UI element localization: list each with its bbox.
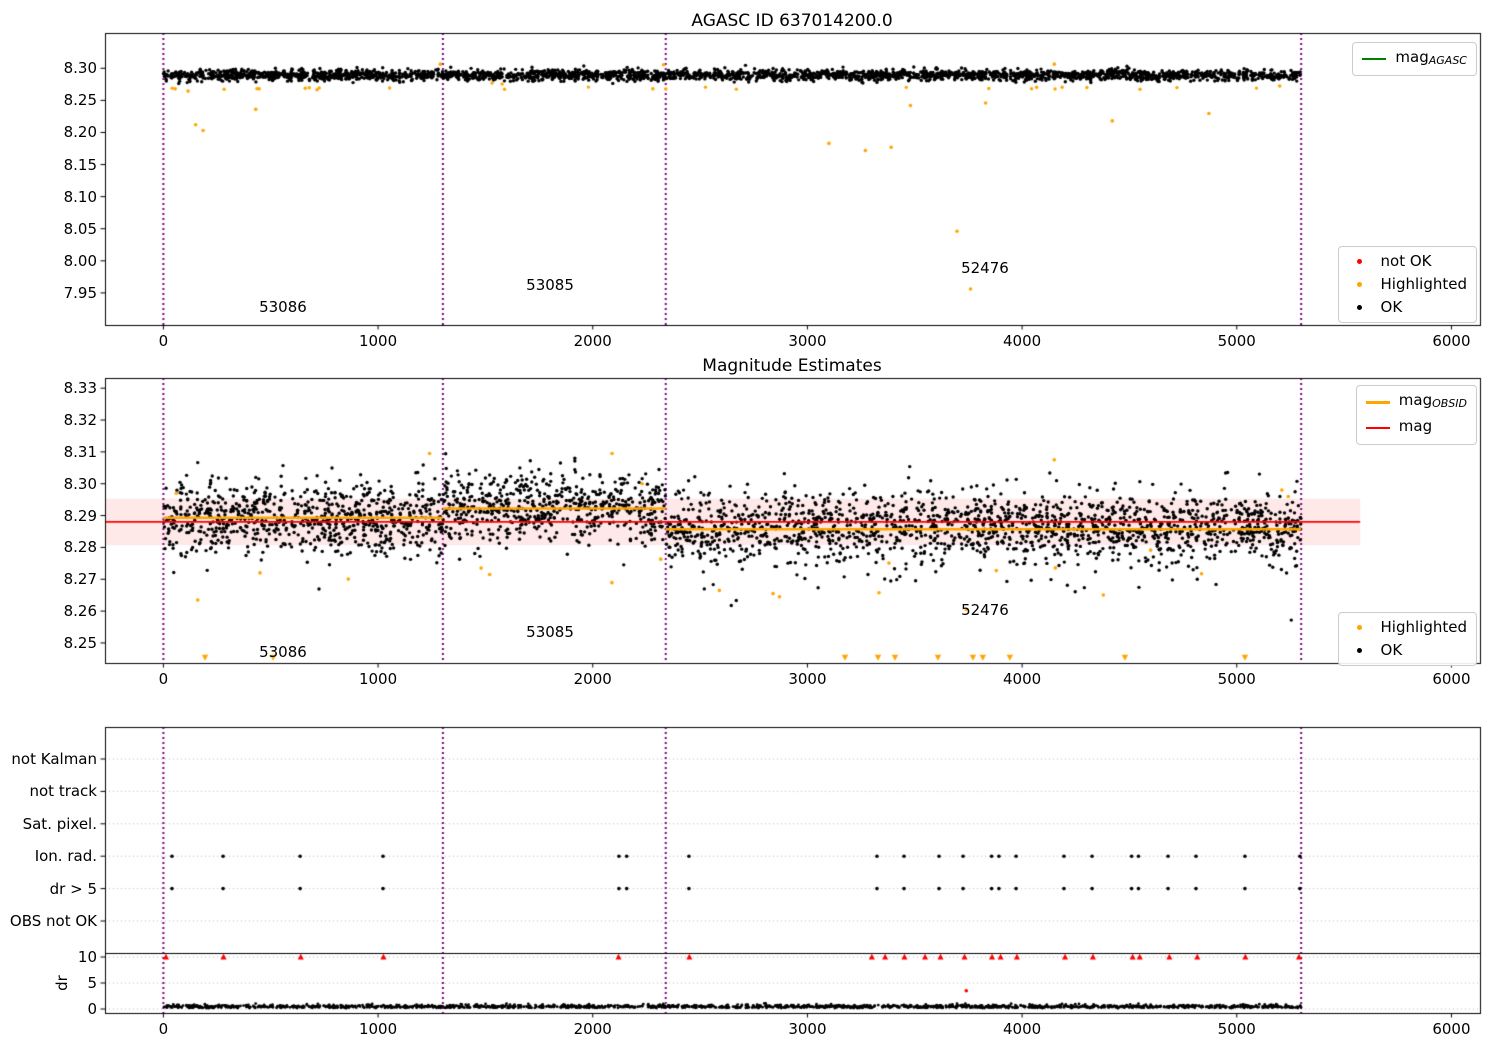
x-tick-label: 3000 bbox=[788, 1020, 827, 1038]
legend-label: magAGASC bbox=[1395, 48, 1467, 67]
x-tick-label: 4000 bbox=[1003, 332, 1042, 350]
y-tick-label: 8.26 bbox=[63, 602, 97, 621]
x-tick-label: 3000 bbox=[788, 332, 827, 350]
x-tick-label: 0 bbox=[158, 1020, 169, 1038]
y-tick-label: 8.29 bbox=[63, 506, 97, 525]
y-tick-label: 8.33 bbox=[63, 379, 97, 398]
legend-point-classes-middle: Highlighted OK bbox=[1337, 612, 1477, 666]
y-tick-label: 8.31 bbox=[63, 442, 97, 461]
dr-tick-label: 5 bbox=[87, 974, 97, 992]
x-tick-label: 3000 bbox=[788, 670, 827, 688]
x-tick-label: 6000 bbox=[1432, 332, 1471, 350]
dr-axis-label: dr bbox=[53, 975, 71, 991]
x-tick-label: 1000 bbox=[358, 670, 398, 688]
y-tick-label: 8.30 bbox=[63, 59, 97, 78]
middle-plot-title: Magnitude Estimates bbox=[702, 356, 882, 376]
legend-item-highlighted: Highlighted bbox=[1348, 618, 1467, 637]
orange-dot-icon bbox=[1348, 282, 1372, 287]
x-tick-label: 2000 bbox=[573, 670, 612, 688]
y-tick-label: 8.32 bbox=[63, 411, 97, 430]
red-line-icon bbox=[1365, 427, 1390, 429]
legend-mag-agasc: magAGASC bbox=[1352, 42, 1477, 76]
x-tick-label: 1000 bbox=[358, 1020, 398, 1038]
y-tick-label: 8.25 bbox=[63, 91, 97, 110]
dr-tick-label: 0 bbox=[87, 1000, 97, 1018]
flag-row-label: Ion. rad. bbox=[34, 847, 97, 866]
legend-item-ok: OK bbox=[1348, 641, 1467, 660]
x-tick-label: 5000 bbox=[1217, 332, 1256, 350]
red-dot-icon bbox=[1348, 259, 1372, 264]
black-dot-icon bbox=[1348, 305, 1372, 310]
legend-label: OK bbox=[1380, 298, 1403, 316]
x-tick-label: 4000 bbox=[1003, 670, 1042, 688]
legend-label: Highlighted bbox=[1380, 275, 1467, 293]
legend-label: magOBSID bbox=[1398, 391, 1467, 410]
obsid-annotation: 52476 bbox=[961, 258, 1009, 277]
obsid-annotation: 53086 bbox=[259, 642, 307, 661]
x-tick-label: 0 bbox=[158, 332, 169, 350]
black-dot-icon bbox=[1348, 648, 1372, 653]
legend-item-mag-obsid: magOBSID bbox=[1365, 391, 1467, 413]
legend-label: not OK bbox=[1380, 252, 1432, 270]
y-tick-label: 7.95 bbox=[63, 283, 97, 302]
y-tick-label: 8.20 bbox=[63, 123, 97, 142]
x-tick-label: 2000 bbox=[573, 332, 612, 350]
x-tick-label: 5000 bbox=[1217, 670, 1256, 688]
legend-item-highlighted: Highlighted bbox=[1348, 275, 1467, 294]
legend-item-mag-agasc: magAGASC bbox=[1362, 48, 1467, 70]
flag-row-label: OBS not OK bbox=[9, 912, 97, 930]
x-tick-label: 1000 bbox=[358, 332, 398, 350]
orange-dot-icon bbox=[1348, 625, 1372, 630]
legend-label: OK bbox=[1380, 641, 1403, 659]
y-tick-label: 8.30 bbox=[63, 474, 97, 493]
y-tick-label: 8.27 bbox=[63, 570, 97, 589]
x-tick-label: 6000 bbox=[1432, 1020, 1471, 1038]
y-tick-label: 8.05 bbox=[63, 219, 97, 238]
x-tick-label: 4000 bbox=[1003, 1020, 1042, 1038]
legend-point-classes: not OK Highlighted OK bbox=[1337, 246, 1477, 323]
obsid-annotation: 53085 bbox=[526, 623, 574, 642]
y-tick-label: 8.00 bbox=[63, 251, 97, 270]
y-tick-label: 8.25 bbox=[63, 633, 97, 652]
dr-tick-label: 10 bbox=[77, 948, 97, 966]
legend-label: Highlighted bbox=[1380, 618, 1467, 636]
legend-item-ok: OK bbox=[1348, 298, 1467, 317]
green-line-icon bbox=[1362, 58, 1387, 60]
top-plot-title: AGASC ID 637014200.0 bbox=[691, 11, 893, 31]
legend-label: mag bbox=[1398, 417, 1433, 435]
legend-mag-lines: magOBSID mag bbox=[1355, 385, 1477, 445]
x-tick-label: 6000 bbox=[1432, 670, 1471, 688]
x-tick-label: 5000 bbox=[1217, 1020, 1256, 1038]
obsid-annotation: 53086 bbox=[259, 298, 307, 317]
flag-row-label: dr > 5 bbox=[49, 879, 97, 898]
x-tick-label: 0 bbox=[158, 670, 169, 688]
obsid-annotation: 52476 bbox=[961, 601, 1009, 620]
flag-row-label: not Kalman bbox=[11, 750, 97, 768]
obsid-annotation: 53085 bbox=[526, 276, 574, 295]
y-tick-label: 8.10 bbox=[63, 187, 97, 206]
x-tick-label: 2000 bbox=[573, 1020, 612, 1038]
orange-line-icon bbox=[1365, 400, 1390, 404]
y-tick-label: 8.28 bbox=[63, 538, 97, 557]
legend-item-mag: mag bbox=[1365, 417, 1467, 439]
flag-row-label: not track bbox=[29, 782, 97, 801]
flag-row-label: Sat. pixel. bbox=[22, 814, 97, 833]
y-tick-label: 8.15 bbox=[63, 155, 97, 174]
legend-item-not-ok: not OK bbox=[1348, 252, 1467, 271]
